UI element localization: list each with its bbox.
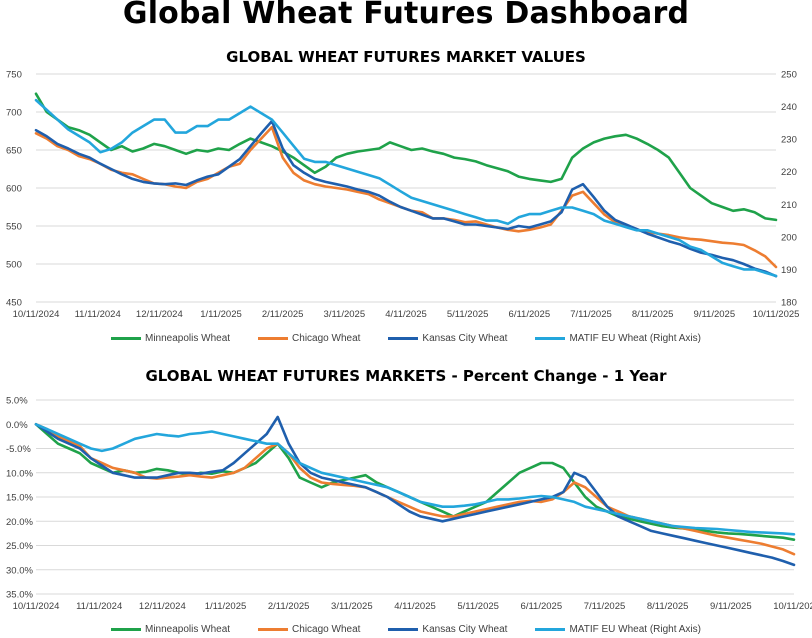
series-line-minneapolis-wheat[interactable] xyxy=(34,92,778,222)
legend-item-minneapolis[interactable]: Minneapolis Wheat xyxy=(111,333,230,344)
y-right-tick-label: 180 xyxy=(781,298,797,309)
x-tick-label: 12/11/2024 xyxy=(136,309,183,320)
legend-label-matif: MATIF EU Wheat (Right Axis) xyxy=(569,624,701,635)
y-right-tick-label: 200 xyxy=(781,232,797,243)
x-tick-label: 3/11/2025 xyxy=(324,309,366,320)
y-tick-label: 10.0% xyxy=(6,468,33,479)
legend-swatch-matif xyxy=(535,628,566,631)
chart-title-percent: GLOBAL WHEAT FUTURES MARKETS - Percent C… xyxy=(145,367,667,385)
y-tick-label: 600 xyxy=(6,184,22,195)
y-tick-label: 25.0% xyxy=(6,541,33,552)
y-tick-label: 550 xyxy=(6,222,22,233)
y-tick-label: 700 xyxy=(6,108,22,119)
legend-item-matif[interactable]: MATIF EU Wheat (Right Axis) xyxy=(535,624,701,635)
legend-label-matif: MATIF EU Wheat (Right Axis) xyxy=(569,333,701,344)
x-tick-label: 7/11/2025 xyxy=(570,309,612,320)
series-line-matif-eu-wheat-right-axis[interactable] xyxy=(34,422,796,536)
x-tick-label: 10/11/2025 xyxy=(753,309,800,320)
x-tick-label: 10/11/2024 xyxy=(13,309,60,320)
x-tick-label: 4/11/2025 xyxy=(394,601,436,612)
market-values-chart: 450 500 550 600 650 700 750 180 190 200 210 220 230 2… xyxy=(6,70,800,321)
y-tick-label: -5.0% xyxy=(6,444,31,455)
legend-swatch-minneapolis xyxy=(111,337,141,340)
x-tick-label: 8/11/2025 xyxy=(632,309,674,320)
legend-swatch-chicago xyxy=(258,337,289,340)
legend-item-kansas-city[interactable]: Kansas City Wheat xyxy=(388,624,507,635)
x-tick-label: 10/11/2024 xyxy=(13,601,60,612)
series-line-minneapolis-wheat[interactable] xyxy=(34,422,796,541)
x-tick-label: 1/11/2025 xyxy=(205,601,247,612)
x-tick-label: 4/11/2025 xyxy=(385,309,427,320)
series-line-kansas-city-wheat[interactable] xyxy=(34,415,796,567)
x-tick-label: 10/11/202 xyxy=(773,601,812,612)
y-right-tick-label: 220 xyxy=(781,167,797,178)
y-tick-label: 30.0% xyxy=(6,565,33,576)
legend-item-chicago[interactable]: Chicago Wheat xyxy=(258,333,360,344)
x-tick-label: 6/11/2025 xyxy=(521,601,563,612)
x-tick-label: 1/11/2025 xyxy=(200,309,242,320)
percent-change-chart: 5.0% 0.0% -5.0% 10.0% 15.0% 20.0% 25.0% 30.0% 35… xyxy=(6,396,812,613)
x-tick-label: 2/11/2025 xyxy=(262,309,304,320)
y-right-tick-label: 250 xyxy=(781,70,797,81)
legend-swatch-kansas-city xyxy=(388,628,419,631)
x-tick-label: 11/11/2024 xyxy=(76,601,122,612)
legend-item-matif[interactable]: MATIF EU Wheat (Right Axis) xyxy=(535,333,701,344)
legend-label-kansas-city: Kansas City Wheat xyxy=(422,624,508,635)
legend-item-chicago[interactable]: Chicago Wheat xyxy=(258,624,360,635)
legend-label-chicago: Chicago Wheat xyxy=(292,333,361,344)
x-tick-label: 2/11/2025 xyxy=(268,601,310,612)
legend-swatch-matif xyxy=(535,337,566,340)
y-tick-label: 5.0% xyxy=(6,396,28,407)
y-tick-label: 450 xyxy=(6,298,22,309)
chart-title-values: GLOBAL WHEAT FUTURES MARKET VALUES xyxy=(226,48,586,66)
y-tick-label: 15.0% xyxy=(6,493,33,504)
x-tick-label: 5/11/2025 xyxy=(447,309,489,320)
y-tick-label: 20.0% xyxy=(6,517,33,528)
y-right-tick-label: 230 xyxy=(781,135,797,146)
y-right-tick-label: 240 xyxy=(781,102,797,113)
legend-swatch-chicago xyxy=(258,628,289,631)
x-tick-label: 8/11/2025 xyxy=(647,601,689,612)
series-line-chicago-wheat[interactable] xyxy=(34,422,796,556)
page-title: Global Wheat Futures Dashboard xyxy=(122,0,690,31)
x-tick-label: 11/11/2024 xyxy=(75,309,121,320)
legend-label-minneapolis: Minneapolis Wheat xyxy=(145,333,231,344)
legend-swatch-minneapolis xyxy=(111,628,141,631)
y-tick-label: 0.0% xyxy=(6,420,28,431)
legend-label-chicago: Chicago Wheat xyxy=(292,624,361,635)
x-tick-label: 6/11/2025 xyxy=(509,309,551,320)
y-right-tick-label: 190 xyxy=(781,265,797,276)
legend-values: Minneapolis Wheat Chicago Wheat Kansas C… xyxy=(0,333,812,344)
x-tick-label: 5/11/2025 xyxy=(457,601,499,612)
series-line-kansas-city-wheat[interactable] xyxy=(34,119,778,278)
y-tick-label: 500 xyxy=(6,260,22,271)
x-tick-label: 12/11/2024 xyxy=(139,601,186,612)
legend-percent: Minneapolis Wheat Chicago Wheat Kansas C… xyxy=(0,624,812,635)
series-line-matif-eu-wheat-right-axis[interactable] xyxy=(34,98,778,278)
y-right-tick-label: 210 xyxy=(781,200,797,211)
y-tick-label: 750 xyxy=(6,70,22,81)
x-tick-label: 9/11/2025 xyxy=(710,601,752,612)
x-tick-label: 9/11/2025 xyxy=(694,309,736,320)
legend-label-minneapolis: Minneapolis Wheat xyxy=(145,624,231,635)
x-tick-label: 7/11/2025 xyxy=(584,601,626,612)
legend-item-minneapolis[interactable]: Minneapolis Wheat xyxy=(111,624,230,635)
y-tick-label: 650 xyxy=(6,146,22,157)
legend-swatch-kansas-city xyxy=(388,337,419,340)
legend-label-kansas-city: Kansas City Wheat xyxy=(422,333,508,344)
x-tick-label: 3/11/2025 xyxy=(331,601,373,612)
legend-item-kansas-city[interactable]: Kansas City Wheat xyxy=(388,333,507,344)
y-tick-label: 35.0% xyxy=(6,590,33,601)
